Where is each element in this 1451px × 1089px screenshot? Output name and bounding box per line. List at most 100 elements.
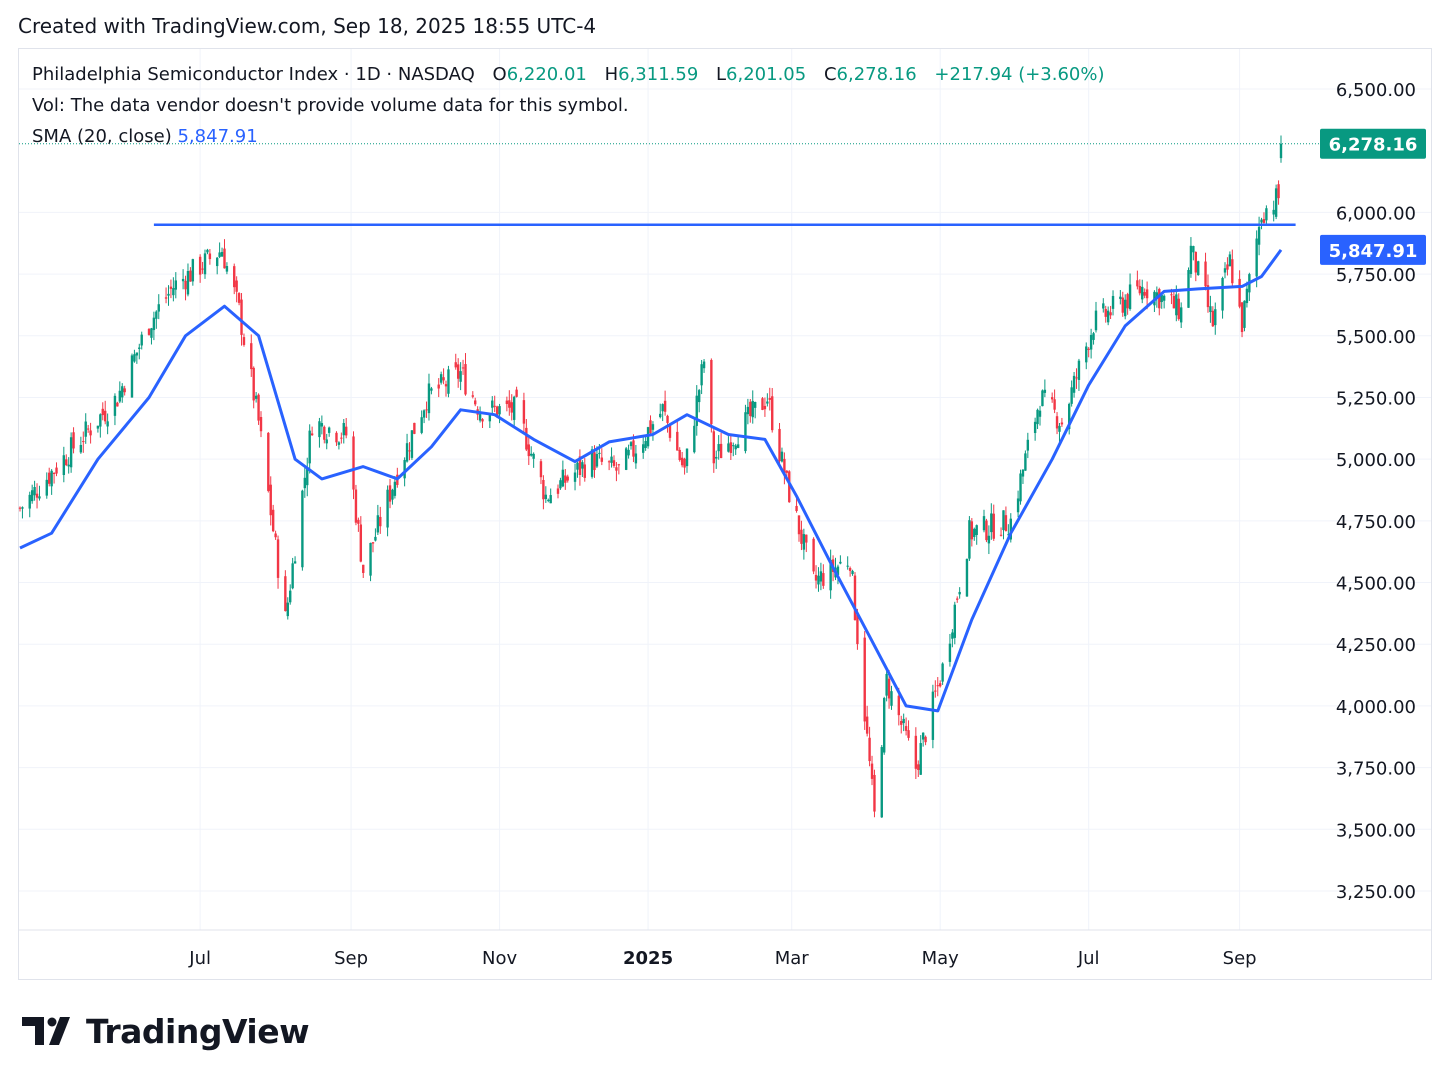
candle-body <box>1036 409 1039 425</box>
candle-body <box>488 414 492 422</box>
y-tick-label: 5,250.00 <box>1336 388 1416 409</box>
candle-body <box>495 406 499 417</box>
candle-body <box>1138 285 1142 294</box>
candle-body <box>138 347 141 349</box>
candle-body <box>1026 439 1030 451</box>
candle-body <box>710 359 713 425</box>
candle-body <box>89 430 92 436</box>
candle-body <box>1162 295 1166 301</box>
candle-body <box>987 535 991 544</box>
candle-body <box>1197 261 1200 276</box>
candle-body <box>956 598 959 600</box>
candle-body <box>985 520 988 541</box>
candle-body <box>887 678 891 699</box>
legend-symbol[interactable]: Philadelphia Semiconductor Index · 1D · … <box>32 64 475 85</box>
sma-value-badge <box>1320 234 1426 265</box>
candle-body <box>624 448 628 470</box>
candle-body <box>169 286 173 289</box>
candle-body <box>1058 425 1061 432</box>
candle-body <box>851 570 854 575</box>
candle-body <box>938 683 942 687</box>
candle-body <box>1055 416 1059 429</box>
candle-body <box>493 405 496 407</box>
candle-body <box>897 695 901 716</box>
last-price-label: 6,278.16 <box>1329 135 1418 156</box>
candle-body <box>1240 302 1244 333</box>
candle-body <box>1072 375 1076 393</box>
candle-body <box>38 496 41 499</box>
candle-body <box>250 343 253 370</box>
candle-body <box>802 534 806 550</box>
candle-body <box>113 395 117 416</box>
candle-body <box>900 721 903 725</box>
candle-body <box>274 533 277 538</box>
candle-body <box>257 394 260 421</box>
candle-body <box>82 441 85 443</box>
candle-body <box>223 248 226 269</box>
candle-body <box>318 421 321 438</box>
candle-body <box>1089 334 1093 350</box>
candle-body <box>1211 310 1215 327</box>
y-tick-label: 3,500.00 <box>1336 820 1416 841</box>
candle-body <box>525 427 528 450</box>
candle-body <box>578 456 582 475</box>
candle-body <box>286 602 289 617</box>
candle-body <box>607 461 611 463</box>
candle-body <box>744 412 747 452</box>
candle-body <box>201 268 204 270</box>
candle-body <box>335 432 338 443</box>
candle-body <box>35 493 39 498</box>
candle-body <box>167 293 170 296</box>
candle-body <box>761 398 764 410</box>
candle-body <box>1033 421 1037 434</box>
candle-body <box>320 423 324 427</box>
tradingview-logo-icon <box>22 1016 70 1045</box>
sma-value-label: 5,847.91 <box>1329 241 1418 262</box>
candle-body <box>734 445 737 450</box>
legend-sma-label[interactable]: SMA (20, close) <box>32 126 172 147</box>
candle-body <box>225 266 229 272</box>
candle-body <box>902 718 905 724</box>
candle-body <box>86 428 90 430</box>
candle-body <box>856 614 859 645</box>
candle-body <box>873 774 876 812</box>
candle-body <box>583 464 586 478</box>
candle-body <box>829 559 832 591</box>
candle-body <box>215 257 219 267</box>
candle-body <box>783 458 786 476</box>
candle-body <box>198 256 202 275</box>
last-price-badge <box>1320 128 1426 159</box>
candle-body <box>839 561 842 564</box>
candle-body <box>337 442 341 445</box>
candle-body <box>1143 292 1146 296</box>
candle-body <box>461 367 465 369</box>
candle-body <box>379 516 382 527</box>
candle-body <box>30 490 34 502</box>
tradingview-wordmark: TradingView <box>86 1012 310 1051</box>
candle-body <box>547 499 550 501</box>
candle-body <box>1170 294 1173 296</box>
candle-body <box>868 737 871 762</box>
tradingview-logo[interactable]: TradingView <box>22 1012 310 1051</box>
candle-body <box>1124 299 1127 317</box>
candle-body <box>800 529 803 544</box>
candle-body <box>259 417 263 432</box>
candle-body <box>632 440 635 457</box>
candle-body <box>627 449 630 456</box>
candle-body <box>254 395 258 399</box>
candle-body <box>1068 403 1071 429</box>
candle-body <box>1019 473 1022 502</box>
candle-body <box>267 432 270 491</box>
candle-body <box>751 400 754 418</box>
candle-body <box>206 249 209 253</box>
legend-high-label: H <box>604 64 619 85</box>
candle-body <box>444 384 448 387</box>
candle-body <box>848 568 852 571</box>
candle-body <box>1223 268 1227 273</box>
candle-body <box>1043 389 1047 393</box>
candle-body <box>220 251 224 257</box>
candle-body <box>736 444 740 448</box>
candle-body <box>152 317 156 331</box>
candle-body <box>581 462 584 469</box>
